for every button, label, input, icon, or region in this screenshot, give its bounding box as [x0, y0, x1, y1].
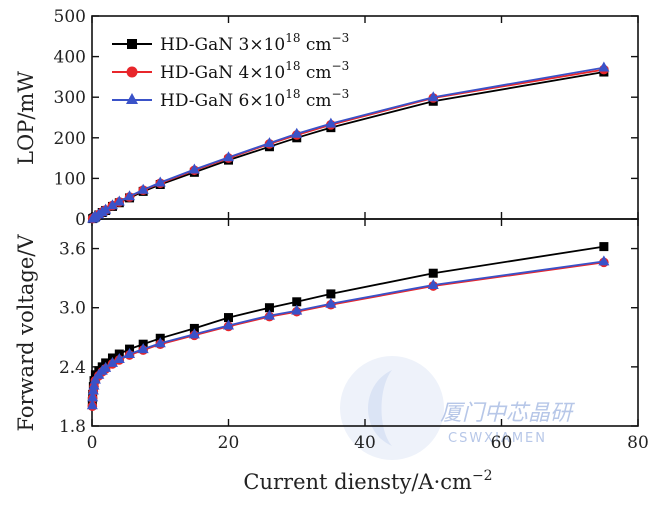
legend-entry-2: HD-GaN 4×1018 cm−3 — [112, 59, 349, 83]
data-point-triangle — [325, 297, 337, 308]
data-point-triangle — [100, 203, 112, 214]
data-point-triangle — [124, 190, 136, 201]
legend-label-3: HD-GaN 6×1018 cm−3 — [160, 87, 349, 111]
x-tick-label: 60 — [491, 433, 513, 453]
legend-marker-circle — [126, 66, 138, 78]
data-point-triangle — [223, 151, 234, 162]
data-point-triangle — [291, 127, 303, 138]
data-point-triangle — [263, 137, 275, 148]
data-point-triangle — [427, 279, 439, 290]
data-point-square — [599, 242, 609, 252]
data-point-square — [292, 297, 302, 307]
watermark-en-text: CSWXIAMEN — [448, 431, 547, 446]
data-point-triangle — [88, 379, 100, 390]
bottom-y-axis-title: Forward voltage/V — [14, 234, 38, 432]
y-tick-label: 200 — [54, 129, 86, 149]
legend-entry-1: HD-GaN 3×1018 cm−3 — [112, 31, 349, 55]
legend-label-1: HD-GaN 3×1018 cm−3 — [160, 31, 349, 55]
top-y-axis-title: LOP/mW — [14, 71, 38, 165]
data-point-triangle — [86, 399, 98, 410]
legend-entry-3: HD-GaN 6×1018 cm−3 — [112, 87, 349, 111]
data-point-triangle — [124, 348, 136, 359]
series-3 — [86, 255, 610, 410]
x-tick-label: 40 — [354, 433, 376, 453]
data-point-triangle — [106, 199, 118, 210]
data-point-square — [224, 313, 233, 323]
y-tick-label: 500 — [54, 7, 86, 27]
data-point-triangle — [188, 163, 200, 174]
watermark: 厦门中芯晶研 CSWXIAMEN — [340, 356, 576, 460]
axes-layer: 0 100 200 300 400 500 1.8 2.4 3.0 3.6 0 20 40 60 80 — [54, 7, 649, 453]
data-point-triangle — [113, 195, 125, 206]
data-point-triangle — [325, 117, 337, 128]
legend-label-2: HD-GaN 4×1018 cm−3 — [160, 59, 349, 83]
y-tick-label: 400 — [54, 48, 86, 68]
data-point-triangle — [263, 309, 275, 320]
y-tick-label: 300 — [54, 88, 86, 108]
x-axis-title: Current diensty/A·cm−2 — [243, 468, 492, 494]
y-tick-label: 0 — [75, 210, 86, 230]
y-tick-label: 3.0 — [59, 299, 86, 319]
x-tick-label: 80 — [627, 433, 649, 453]
data-point-triangle — [137, 183, 149, 194]
data-point-triangle — [100, 361, 112, 372]
series-line — [91, 245, 605, 402]
series-layer — [86, 61, 610, 412]
y-tick-label: 1.8 — [59, 417, 86, 437]
data-point-triangle — [87, 391, 99, 402]
data-point-triangle — [154, 337, 166, 348]
data-point-triangle — [106, 356, 118, 367]
data-point-triangle — [223, 319, 234, 330]
data-point-triangle — [291, 304, 303, 315]
y-tick-label: 100 — [54, 169, 86, 189]
watermark-cn-text: 厦门中芯晶研 — [440, 401, 576, 426]
watermark-logo-swoosh — [368, 370, 392, 446]
legend-marker-triangle — [126, 93, 138, 104]
data-point-square — [326, 289, 336, 299]
data-point-triangle — [598, 61, 610, 72]
x-tick-label: 20 — [218, 433, 240, 453]
watermark-logo — [340, 356, 444, 460]
data-point-triangle — [427, 91, 439, 102]
legend: HD-GaN 3×1018 cm−3 HD-GaN 4×1018 cm−3 HD… — [112, 31, 349, 111]
y-tick-label: 3.6 — [59, 240, 86, 260]
x-tick-label: 0 — [87, 433, 98, 453]
legend-marker-square — [127, 39, 137, 49]
data-point-triangle — [137, 343, 149, 354]
data-point-triangle — [154, 176, 166, 187]
data-point-triangle — [113, 352, 125, 363]
data-point-triangle — [188, 328, 200, 339]
data-point-square — [428, 268, 438, 278]
data-point-square — [264, 303, 274, 313]
y-tick-label: 2.4 — [59, 358, 86, 378]
data-point-triangle — [598, 255, 610, 266]
series-3 — [87, 61, 610, 223]
